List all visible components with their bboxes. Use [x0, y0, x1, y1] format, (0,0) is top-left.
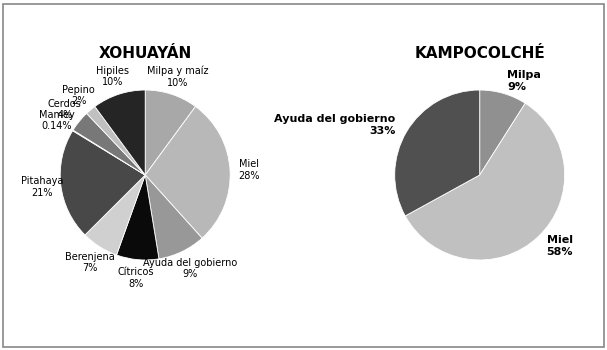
Text: Ayuda del gobierno
9%: Ayuda del gobierno 9%: [143, 258, 237, 279]
Text: Cerdos
4%: Cerdos 4%: [48, 99, 82, 120]
Text: Cítricos
8%: Cítricos 8%: [118, 267, 154, 289]
Text: Miel
58%: Miel 58%: [546, 236, 573, 257]
Text: Miel
28%: Miel 28%: [238, 159, 260, 181]
Wedge shape: [95, 90, 145, 175]
Text: Berenjena
7%: Berenjena 7%: [65, 252, 115, 273]
Title: XOHUAYÁN: XOHUAYÁN: [98, 46, 192, 61]
Wedge shape: [145, 90, 195, 175]
Wedge shape: [73, 130, 145, 175]
Wedge shape: [480, 90, 525, 175]
Wedge shape: [395, 90, 480, 216]
Wedge shape: [87, 106, 145, 175]
Wedge shape: [85, 175, 145, 255]
Wedge shape: [60, 131, 145, 235]
Title: KAMPOCOLCHÉ: KAMPOCOLCHÉ: [415, 46, 545, 61]
Text: Milpa
9%: Milpa 9%: [507, 70, 541, 92]
Text: Pepino
2%: Pepino 2%: [63, 85, 95, 106]
Wedge shape: [145, 175, 202, 259]
Wedge shape: [145, 106, 230, 238]
Text: Hipiles
10%: Hipiles 10%: [97, 66, 129, 87]
Text: Ayuda del gobierno
33%: Ayuda del gobierno 33%: [274, 114, 396, 136]
Wedge shape: [117, 175, 159, 260]
Text: Mamey
0.14%: Mamey 0.14%: [39, 110, 75, 131]
Wedge shape: [405, 103, 565, 260]
Text: Pitahaya
21%: Pitahaya 21%: [21, 176, 63, 198]
Text: Milpa y maíz
10%: Milpa y maíz 10%: [147, 65, 208, 88]
Wedge shape: [73, 113, 145, 175]
